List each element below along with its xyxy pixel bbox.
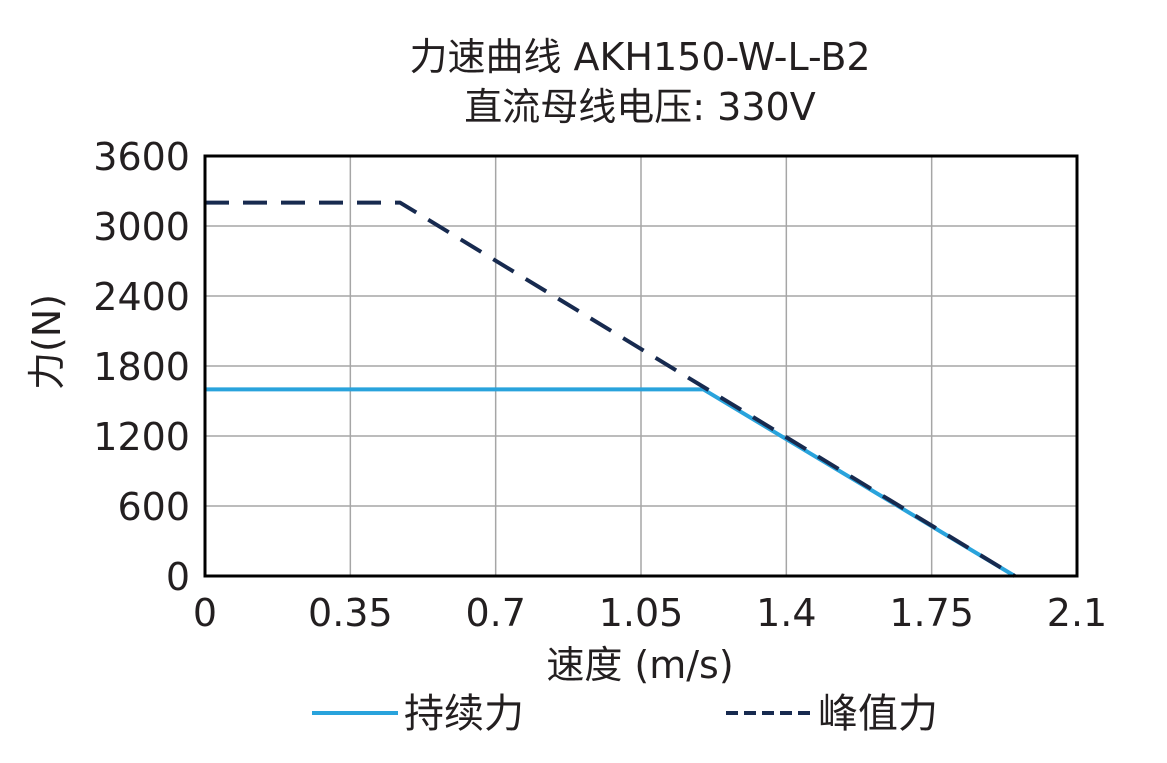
y-tick-label: 1800 — [93, 345, 190, 389]
legend-label: 持续力 — [404, 691, 524, 737]
x-axis-label: 速度 (m/s) — [546, 643, 733, 687]
y-tick-labels: 0 600 1200 1800 2400 3000 3600 — [93, 135, 190, 599]
y-tick-label: 600 — [117, 485, 190, 529]
y-axis-label: 力(N) — [25, 294, 69, 390]
y-tick-label: 1200 — [93, 415, 190, 459]
x-tick-label: 1.4 — [756, 591, 816, 635]
y-tick-label: 3600 — [93, 135, 190, 179]
legend: 持续力 峰值力 — [312, 691, 938, 737]
series-line-continuous-force — [205, 387, 1016, 578]
plot-frame — [203, 154, 1079, 578]
x-tick-labels: 0 0.35 0.7 1.05 1.4 1.75 2.1 — [193, 591, 1107, 635]
grid-lines — [204, 155, 1078, 577]
series-line-peak-force — [205, 200, 1016, 578]
x-tick-label: 1.05 — [599, 591, 684, 635]
x-tick-label: 0.7 — [465, 591, 525, 635]
series-layer — [205, 200, 1016, 578]
y-tick-label: 0 — [166, 555, 190, 599]
chart-title: 力速曲线 AKH150-W-L-B2 — [409, 35, 870, 79]
legend-label: 峰值力 — [818, 691, 938, 737]
x-tick-label: 0.35 — [308, 591, 393, 635]
x-tick-label: 0 — [193, 591, 217, 635]
chart-subtitle: 直流母线电压: 330V — [464, 85, 815, 129]
x-tick-label: 1.75 — [889, 591, 974, 635]
y-tick-label: 2400 — [93, 275, 190, 319]
x-tick-label: 2.1 — [1047, 591, 1107, 635]
y-tick-label: 3000 — [93, 205, 190, 249]
